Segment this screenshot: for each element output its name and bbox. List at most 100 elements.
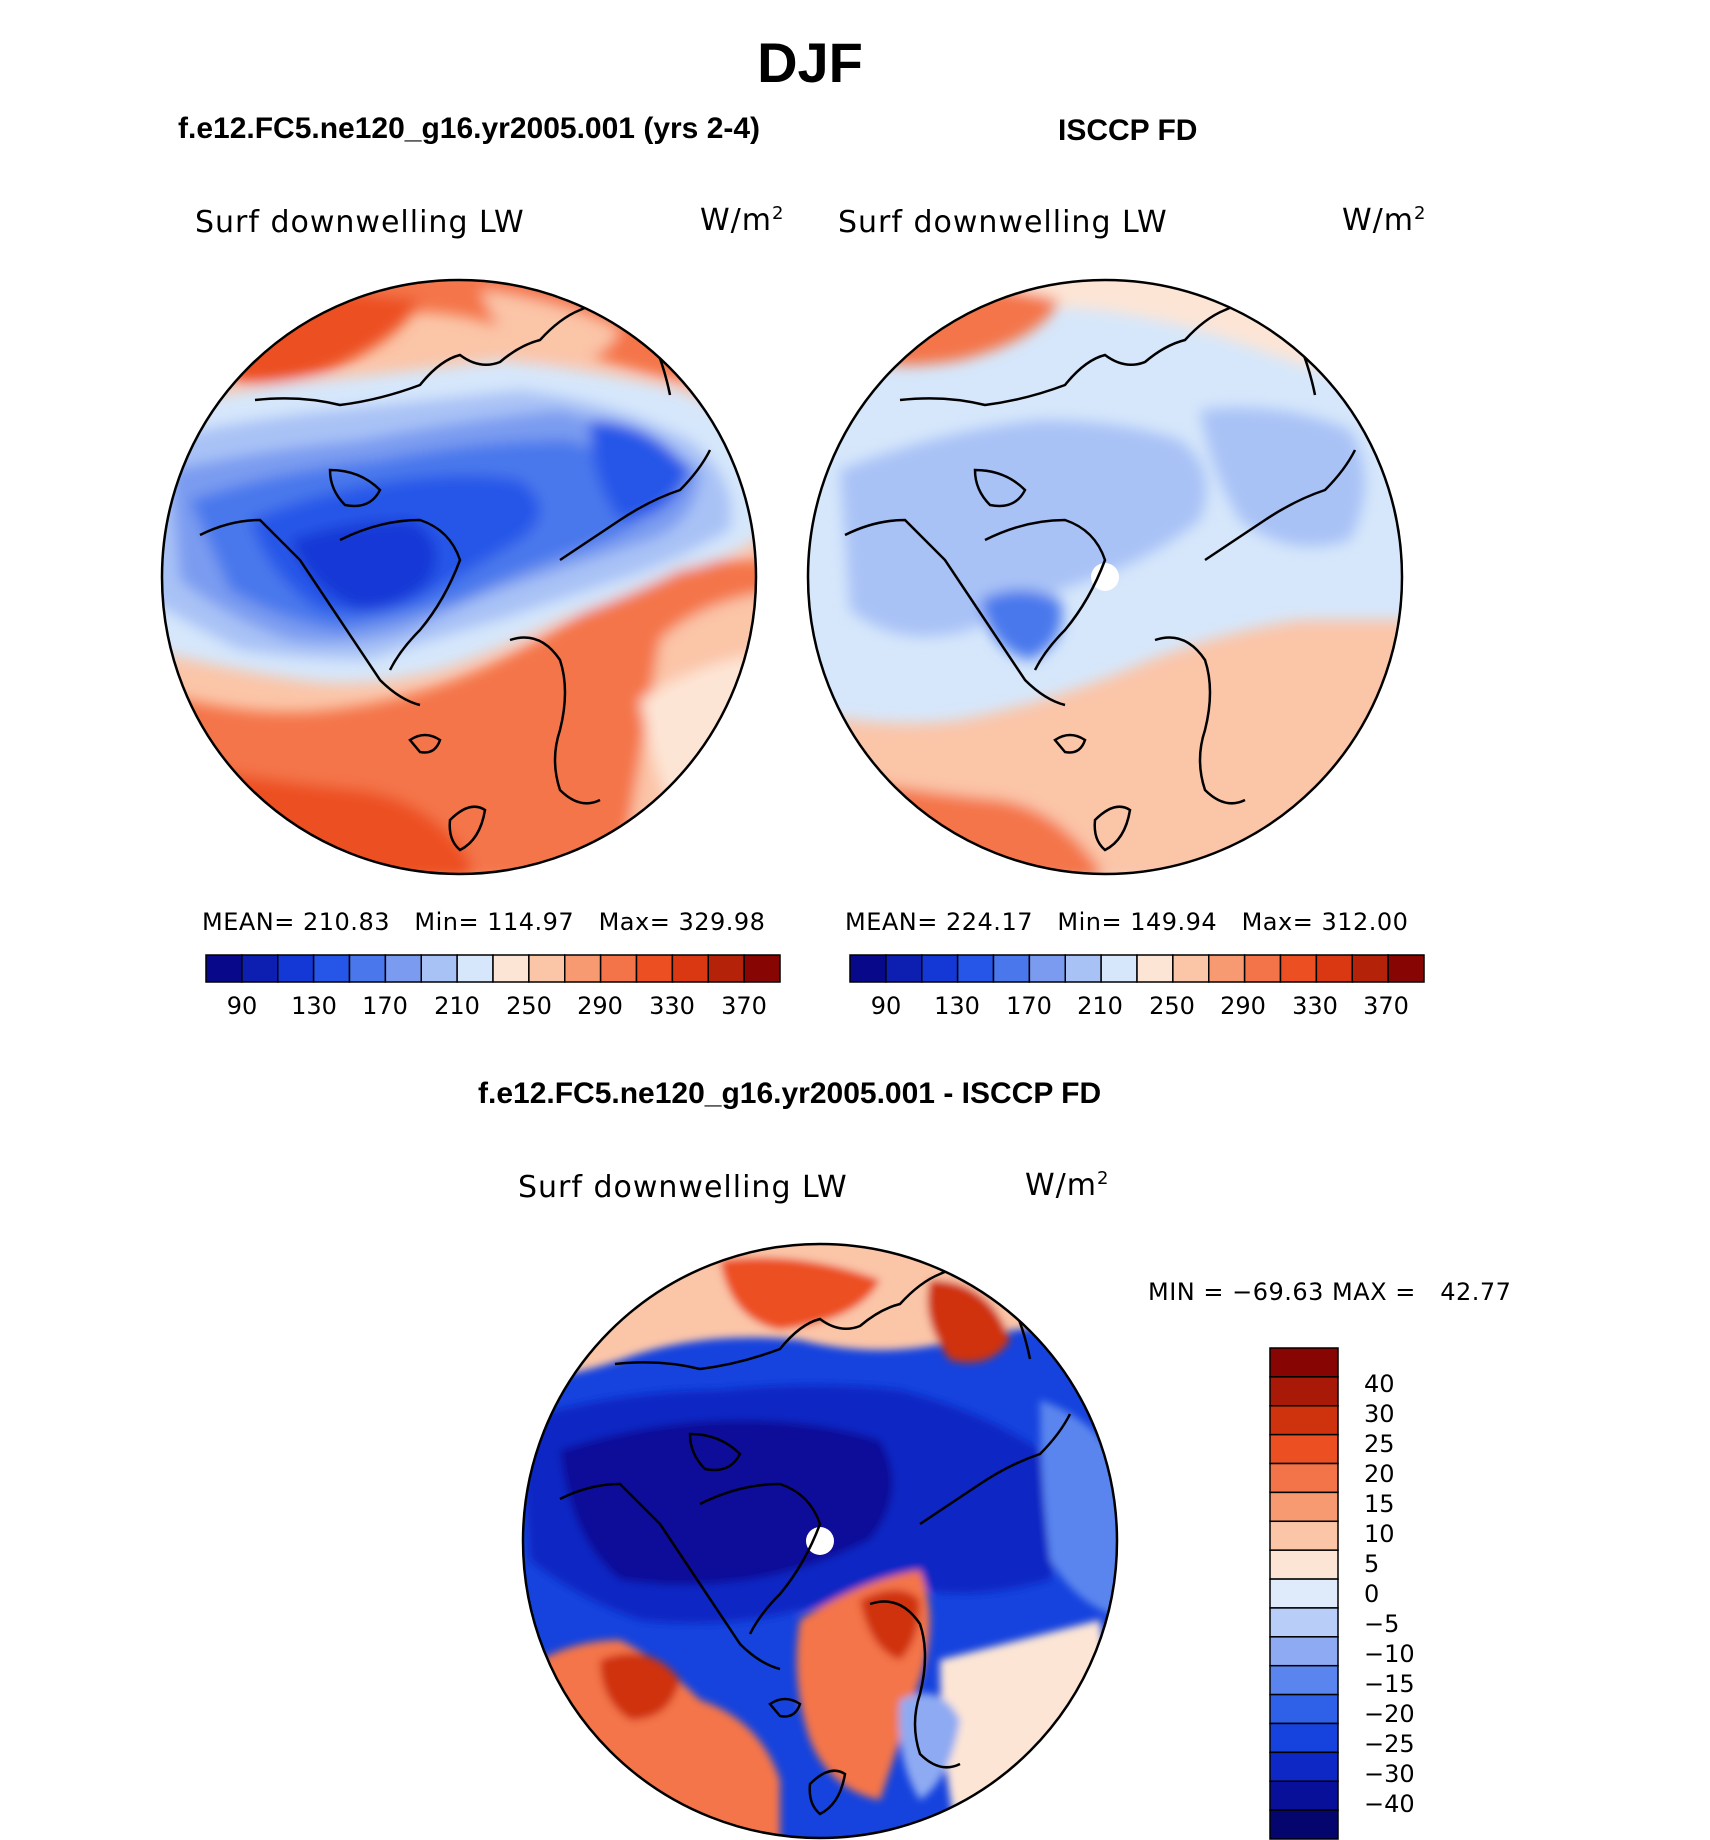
field-region	[480, 290, 620, 362]
map-obs-border	[806, 278, 1404, 876]
missing-data-pole	[1091, 563, 1119, 591]
colorbar-swatch	[992, 954, 1031, 983]
colorbar-swatch	[1269, 1722, 1339, 1754]
colorbar-swatch	[885, 954, 923, 983]
colorbar-swatch	[1243, 954, 1282, 983]
colorbar-swatch	[456, 954, 494, 983]
colorbar-tick-label: −30	[1364, 1760, 1415, 1788]
colorbar-swatch	[599, 954, 638, 983]
colorbar-swatch	[1172, 954, 1210, 983]
colorbar-tick-label: −10	[1364, 1640, 1415, 1668]
colorbar-swatch	[921, 954, 959, 983]
colorbar-swatch	[312, 954, 351, 983]
panel-obs-stats: MEAN= 224.17 Min= 149.94 Max= 312.00	[845, 908, 1409, 936]
field-warm-region	[600, 1653, 680, 1720]
colorbar-tick-label: 10	[1364, 1520, 1395, 1548]
colorbar-swatch	[849, 954, 887, 983]
field-cool-region	[840, 420, 1207, 637]
colorbar-swatch	[277, 954, 315, 983]
map-obs-field	[808, 280, 1402, 874]
colorbar-swatch	[1269, 1578, 1339, 1609]
panel-obs-title: ISCCP FD	[1058, 114, 1198, 147]
colorbar-swatch	[1269, 1491, 1339, 1523]
colorbar-tick-label: −40	[1364, 1790, 1415, 1818]
colorbar-swatch	[1269, 1636, 1339, 1667]
colorbar-swatch	[1269, 1664, 1339, 1696]
colorbar-tick-label: 90	[870, 992, 902, 1020]
colorbar-swatch	[1269, 1751, 1339, 1782]
panel-model-units: W/m2	[700, 203, 785, 238]
colorbar-tick-label: 290	[577, 992, 623, 1020]
colorbar-tick-label: 290	[1220, 992, 1266, 1020]
colorbar-swatch	[1100, 954, 1138, 983]
coastline	[869, 1600, 961, 1769]
colorbar-tick-label: 210	[434, 992, 480, 1020]
map-model	[160, 278, 758, 876]
colorbar-tick-label: 0	[1364, 1580, 1380, 1608]
map-obs-coastlines	[844, 303, 1357, 852]
colorbar-swatch	[492, 954, 530, 983]
coastline	[973, 468, 1027, 508]
colorbar-tick-label: 250	[506, 992, 552, 1020]
colorbar-swatch	[1269, 1549, 1339, 1580]
colorbar-tick-label: 25	[1364, 1430, 1395, 1458]
colorbar-swatch	[1208, 954, 1246, 983]
coastline	[688, 1432, 742, 1472]
map-diff-border	[521, 1242, 1119, 1840]
coastline	[768, 1697, 802, 1718]
colorbar-tick-label: 90	[226, 992, 258, 1020]
colorbar-tick-label: 210	[1077, 992, 1123, 1020]
colorbar-swatch	[1136, 954, 1174, 983]
panel-diff-variable: Surf downwelling LW	[518, 1170, 848, 1205]
field-cold-region	[290, 520, 437, 610]
colorbar-tick-label: 170	[362, 992, 408, 1020]
colorbar-tick-label: 170	[1006, 992, 1052, 1020]
colorbar-tick-label: −20	[1364, 1700, 1415, 1728]
colorbar-tick-label: 5	[1364, 1550, 1380, 1578]
colorbar-tick-label: 250	[1149, 992, 1195, 1020]
panel-diff-colorbar	[1269, 1347, 1339, 1840]
colorbar-swatch	[564, 954, 602, 983]
colorbar-swatch	[1387, 954, 1425, 983]
colorbar-swatch	[1269, 1520, 1339, 1551]
colorbar-tick-label: 15	[1364, 1490, 1395, 1518]
colorbar-swatch	[241, 954, 279, 983]
colorbar-swatch	[348, 954, 387, 983]
figure-title: DJF	[757, 31, 863, 94]
colorbar-swatch	[1269, 1693, 1339, 1725]
colorbar-tick-label: 330	[649, 992, 695, 1020]
colorbar-swatch	[1064, 954, 1102, 983]
map-diff	[521, 1242, 1119, 1840]
panel-model-variable: Surf downwelling LW	[195, 205, 525, 240]
coastline	[1093, 805, 1132, 852]
colorbar-swatch	[1028, 954, 1066, 983]
coastline	[448, 805, 487, 852]
coastline	[899, 303, 1266, 407]
map-diff-field	[523, 1244, 1117, 1838]
panel-model-colorbar	[205, 954, 781, 983]
colorbar-swatch	[205, 954, 243, 983]
colorbar-tick-label: 130	[291, 992, 337, 1020]
colorbar-swatch	[1351, 954, 1389, 983]
colorbar-swatch	[1315, 954, 1353, 983]
colorbar-swatch	[384, 954, 422, 983]
colorbar-tick-label: −5	[1364, 1610, 1400, 1638]
colorbar-tick-label: 30	[1364, 1400, 1395, 1428]
coastline	[808, 1769, 847, 1816]
colorbar-tick-label: −15	[1364, 1670, 1415, 1698]
coastline	[919, 1413, 1072, 1526]
colorbar-swatch	[1269, 1405, 1339, 1436]
coastline	[614, 1267, 981, 1371]
panel-diff-title: f.e12.FC5.ne120_g16.yr2005.001 - ISCCP F…	[478, 1077, 1102, 1110]
coastline	[408, 733, 442, 754]
coastline	[1204, 449, 1357, 562]
colorbar-swatch	[420, 954, 458, 983]
colorbar-tick-label: 130	[934, 992, 980, 1020]
field-warm-region	[927, 1280, 1010, 1363]
colorbar-swatch	[1269, 1780, 1339, 1811]
colorbar-swatch	[1269, 1433, 1339, 1465]
colorbar-swatch	[635, 954, 674, 983]
coastline	[984, 518, 1107, 671]
colorbar-swatch	[1269, 1462, 1339, 1494]
